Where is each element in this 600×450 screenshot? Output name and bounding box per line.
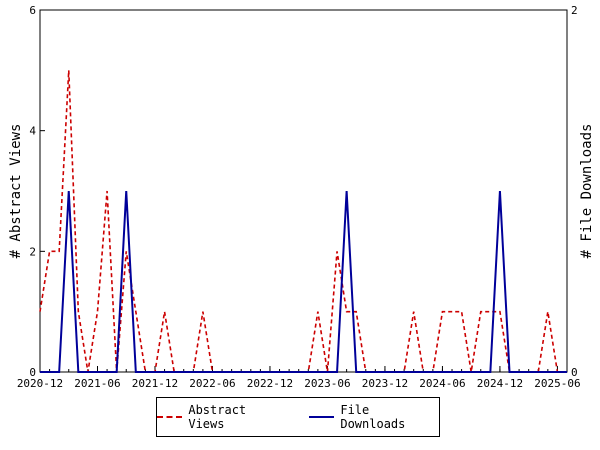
legend: Abstract Views File Downloads bbox=[156, 397, 440, 437]
y-left-tick-label: 2 bbox=[29, 245, 36, 258]
legend-label-abstract-views: Abstract Views bbox=[188, 403, 247, 431]
x-tick-label: 2024-12 bbox=[477, 377, 523, 390]
y-left-tick-label: 0 bbox=[29, 366, 36, 379]
y-axis-right-title: # File Downloads bbox=[579, 124, 595, 259]
series-line-file-downloads bbox=[40, 190, 567, 373]
y-right-tick-label: 0 bbox=[571, 366, 578, 379]
legend-swatch-abstract-views bbox=[157, 416, 183, 418]
y-right-ticks: 02 bbox=[562, 4, 578, 379]
y-left-ticks: 0 2 4 6 bbox=[29, 4, 45, 379]
legend-label-file-downloads: File Downloads bbox=[340, 403, 406, 431]
series-layer bbox=[39, 70, 567, 373]
x-tick-label: 2022-12 bbox=[247, 377, 293, 390]
x-tick-label: 2025-06 bbox=[534, 377, 580, 390]
y-right-tick-label: 2 bbox=[571, 4, 578, 17]
legend-item-abstract-views: Abstract Views bbox=[157, 403, 287, 431]
x-tick-label: 2022-06 bbox=[189, 377, 235, 390]
x-tick-label: 2021-06 bbox=[74, 377, 120, 390]
x-tick-label: 2023-06 bbox=[304, 377, 350, 390]
x-tick-label: 2023-12 bbox=[362, 377, 408, 390]
x-tick-label: 2021-12 bbox=[132, 377, 178, 390]
y-left-tick-label: 6 bbox=[29, 4, 36, 17]
legend-swatch-file-downloads bbox=[309, 416, 335, 418]
y-axis-left-title: # Abstract Views bbox=[8, 124, 24, 259]
x-ticks: 2020-12 2021-06 2021-12 2022-06 2022-12 2023-… bbox=[17, 366, 581, 390]
legend-item-file-downloads: File Downloads bbox=[309, 403, 439, 431]
y-left-tick-label: 4 bbox=[29, 125, 36, 138]
x-tick-label: 2024-06 bbox=[419, 377, 465, 390]
x-tick-label: 2020-12 bbox=[17, 377, 63, 390]
